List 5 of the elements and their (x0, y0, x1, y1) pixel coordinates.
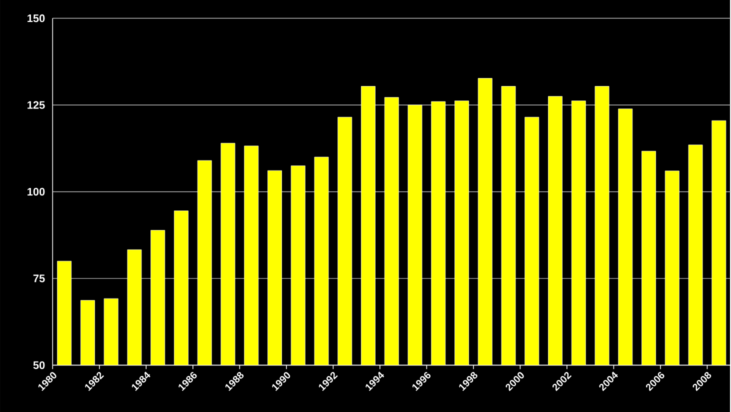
y-tick-label: 75 (33, 274, 45, 282)
y-tick-label: 125 (28, 100, 45, 109)
y-tick-label: 50 (33, 361, 45, 369)
y-tick-label: 150 (28, 14, 45, 22)
y-tick-label: 100 (28, 188, 45, 196)
